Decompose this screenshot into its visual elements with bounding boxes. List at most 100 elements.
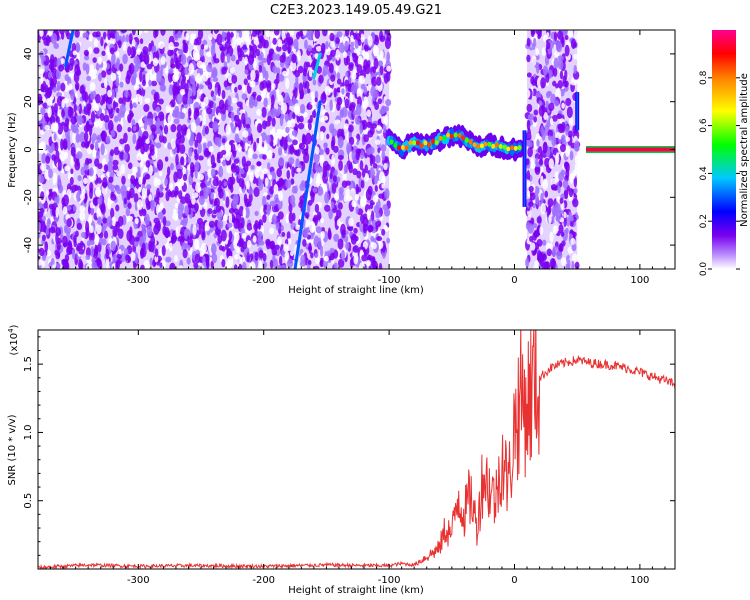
- noise-speckle: [49, 226, 56, 234]
- y-tick-label: 20: [23, 95, 34, 108]
- noise-speckle: [364, 51, 370, 62]
- noise-speckle: [123, 197, 128, 205]
- noise-speckle: [164, 156, 169, 162]
- noise-speckle: [319, 260, 324, 268]
- noise-speckle: [343, 123, 349, 130]
- noise-speckle: [165, 105, 170, 114]
- noise-speckle: [195, 182, 202, 193]
- noise-speckle: [150, 124, 157, 132]
- noise-speckle: [338, 42, 345, 54]
- noise-speckle: [297, 122, 305, 130]
- noise-speckle: [142, 152, 148, 162]
- noise-speckle: [162, 136, 167, 144]
- noise-speckle: [324, 191, 330, 204]
- colorbar: 0.0 0.2 0.4 0.6 0.8 Normalized spectral ampl…: [699, 30, 750, 276]
- noise-speckle: [132, 102, 137, 108]
- noise-speckle: [103, 164, 109, 172]
- noise-speckle: [572, 198, 579, 208]
- noise-speckle: [277, 236, 282, 245]
- noise-speckle: [330, 49, 336, 57]
- noise-speckle: [39, 141, 46, 153]
- noise-speckle: [158, 41, 165, 50]
- noise-speckle: [137, 135, 142, 147]
- noise-speckle: [551, 136, 557, 147]
- noise-speckle: [77, 175, 82, 182]
- noise-speckle: [546, 32, 550, 38]
- noise-speckle: [125, 74, 131, 85]
- noise-speckle: [201, 109, 207, 117]
- noise-speckle: [75, 230, 79, 238]
- noise-speckle: [322, 65, 329, 76]
- noise-speckle: [334, 119, 341, 125]
- noise-speckle: [69, 176, 74, 186]
- noise-speckle: [60, 82, 66, 92]
- noise-speckle: [89, 187, 93, 200]
- noise-speckle: [92, 197, 98, 206]
- noise-speckle: [367, 130, 374, 138]
- noise-speckle: [289, 60, 297, 72]
- noise-speckle: [72, 205, 77, 212]
- noise-speckle: [221, 46, 227, 52]
- noise-speckle: [137, 119, 143, 128]
- noise-speckle: [343, 173, 347, 181]
- signal-track-core: [427, 142, 432, 148]
- noise-speckle: [123, 248, 129, 257]
- noise-speckle: [197, 155, 204, 161]
- signal-track-core: [446, 132, 451, 138]
- noise-speckle: [333, 145, 339, 153]
- noise-speckle: [145, 138, 150, 144]
- noise-speckle: [540, 175, 544, 187]
- noise-speckle: [304, 147, 309, 156]
- noise-speckle: [218, 99, 225, 110]
- noise-speckle: [374, 71, 381, 77]
- noise-speckle: [178, 49, 184, 55]
- noise-speckle: [105, 45, 110, 55]
- noise-speckle: [60, 138, 64, 151]
- noise-speckle: [265, 30, 272, 38]
- noise-speckle: [203, 44, 209, 50]
- noise-speckle: [335, 63, 339, 74]
- noise-speckle: [233, 264, 238, 269]
- noise-speckle: [56, 85, 61, 92]
- noise-speckle: [141, 225, 146, 236]
- noise-speckle: [244, 142, 248, 152]
- noise-speckle: [550, 258, 556, 269]
- noise-speckle: [95, 31, 101, 38]
- noise-speckle: [542, 178, 548, 190]
- noise-speckle: [210, 168, 216, 178]
- noise-speckle: [115, 51, 120, 57]
- noise-speckle: [95, 222, 102, 235]
- noise-speckle: [90, 90, 97, 102]
- noise-speckle: [343, 51, 348, 59]
- noise-speckle: [148, 79, 152, 87]
- noise-speckle: [174, 181, 181, 188]
- noise-speckle: [317, 186, 324, 196]
- noise-speckle: [225, 124, 232, 136]
- noise-speckle: [67, 83, 73, 91]
- noise-speckle: [243, 193, 248, 204]
- y-tick-label: 0: [23, 146, 34, 152]
- noise-speckle: [40, 220, 46, 233]
- noise-speckle: [379, 64, 384, 76]
- noise-speckle: [127, 127, 132, 133]
- noise-speckle: [254, 210, 259, 217]
- noise-speckle: [88, 124, 93, 137]
- noise-speckle: [529, 235, 534, 243]
- noise-speckle: [75, 105, 80, 111]
- noise-speckle: [39, 30, 44, 37]
- noise-speckle: [185, 32, 190, 41]
- noise-speckle: [371, 219, 377, 228]
- noise-speckle: [59, 30, 66, 35]
- noise-speckle: [133, 193, 139, 204]
- noise-speckle: [143, 30, 149, 33]
- signal-track-core: [449, 133, 454, 139]
- noise-speckle: [269, 227, 275, 235]
- noise-speckle: [155, 142, 162, 149]
- noise-speckle: [145, 184, 152, 190]
- noise-speckle: [275, 222, 280, 231]
- colorbar-tick-label: 0.2: [699, 214, 709, 228]
- noise-speckle: [248, 192, 253, 203]
- noise-speckle: [221, 258, 226, 268]
- noise-speckle: [109, 47, 115, 55]
- noise-speckle: [175, 137, 181, 149]
